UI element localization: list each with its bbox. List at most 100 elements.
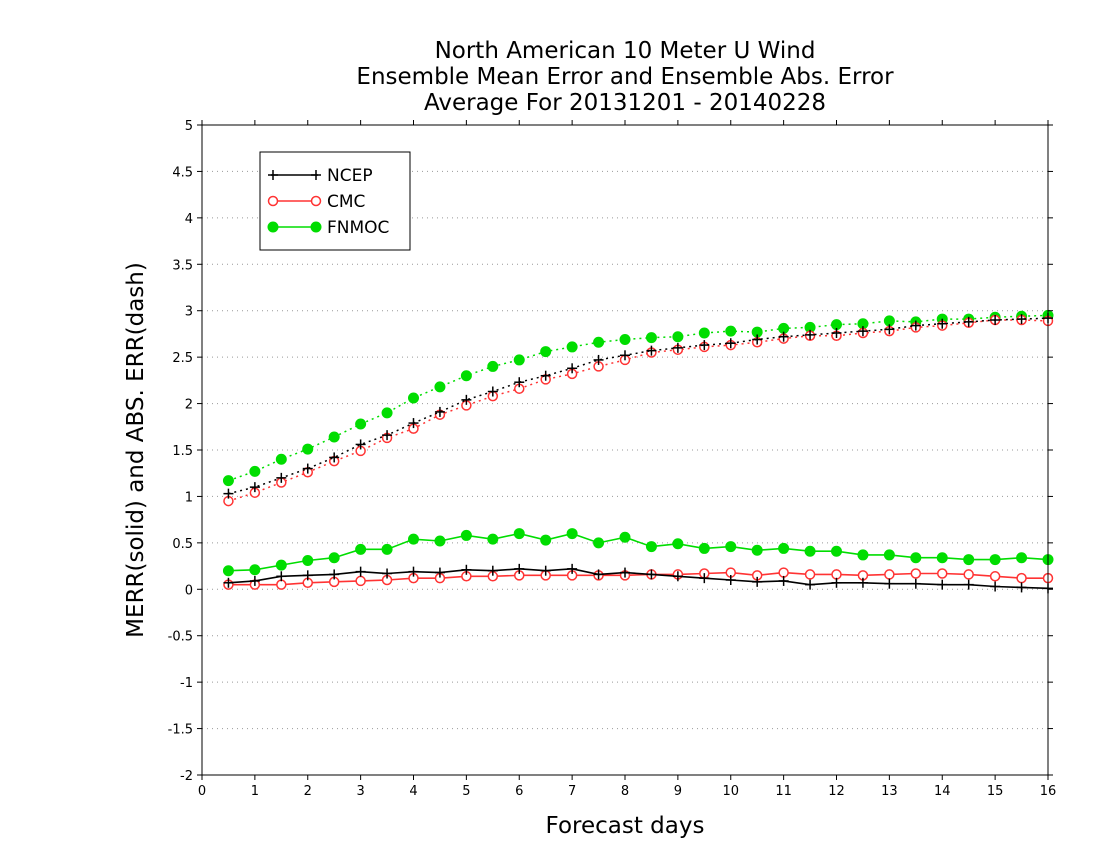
ncep-merr-point <box>514 563 525 574</box>
ncep-abs-err-point <box>382 430 393 441</box>
fnmoc-abs-err-point <box>460 370 472 382</box>
cmc-merr-point <box>963 569 974 580</box>
x-tick-label: 2 <box>304 784 312 799</box>
ncep-abs-err-point <box>620 350 630 361</box>
x-tick-label: 0 <box>198 784 206 799</box>
ncep-merr-point <box>752 576 763 587</box>
grid-lines <box>202 170 1048 730</box>
ncep-merr-point <box>461 564 472 575</box>
cmc-merr-series <box>223 567 1054 590</box>
ncep-merr-point <box>382 568 393 579</box>
ncep-abs-err-point <box>672 342 683 353</box>
ncep-abs-err-point <box>514 377 525 388</box>
x-axis-label: Forecast days <box>546 813 705 839</box>
fnmoc-merr-series <box>222 528 1054 577</box>
fnmoc-abs-err-point <box>434 381 446 393</box>
fnmoc-merr-point <box>302 555 314 566</box>
fnmoc-merr-point <box>593 537 605 549</box>
cmc-merr-point <box>937 568 948 579</box>
fnmoc-merr-point <box>936 552 948 564</box>
fnmoc-merr-point <box>222 565 234 577</box>
ncep-abs-err-point <box>540 370 551 381</box>
ncep-abs-err-point <box>276 472 287 483</box>
y-tick-label: 2 <box>185 398 193 413</box>
legend-label-cmc: CMC <box>327 192 365 212</box>
ncep-merr-point <box>487 565 498 576</box>
fnmoc-merr-point <box>408 533 419 545</box>
y-tick-label: 3.5 <box>172 258 193 273</box>
fnmoc-merr-point <box>963 554 975 566</box>
fnmoc-merr-point <box>910 552 922 564</box>
x-tick-label: 4 <box>409 784 417 799</box>
ncep-merr-point <box>355 566 366 577</box>
legend-entry-fnmoc: FNMOC <box>267 218 389 238</box>
ncep-merr-point <box>805 579 816 590</box>
ncep-merr-point <box>884 578 895 589</box>
ncep-abs-err-point <box>223 488 234 499</box>
x-tick-label: 16 <box>1040 784 1057 799</box>
ncep-merr-point <box>699 573 710 584</box>
ncep-merr-point <box>223 577 234 588</box>
fnmoc-abs-err-point <box>513 354 525 366</box>
cmc-merr-point <box>1016 572 1027 584</box>
legend-marker-end <box>311 170 321 180</box>
ncep-merr-point <box>540 565 551 576</box>
ncep-abs-err-point <box>857 326 868 337</box>
y-tick-label: 3 <box>185 305 193 320</box>
ncep-abs-err-point <box>355 439 366 450</box>
cmc-merr-point <box>804 569 816 580</box>
x-tick-label: 11 <box>775 784 792 799</box>
cmc-merr-point <box>276 579 287 590</box>
cmc-abs-err-series <box>223 314 1054 507</box>
ncep-abs-err-point <box>249 482 260 493</box>
fnmoc-merr-point <box>434 535 446 547</box>
x-tick-label: 15 <box>987 784 1004 799</box>
legend-marker-start <box>268 170 278 180</box>
ncep-merr-point <box>329 569 340 580</box>
cmc-merr-point <box>989 571 1001 582</box>
ncep-abs-err-point <box>778 331 789 342</box>
ncep-abs-err-point <box>752 334 763 345</box>
fnmoc-merr-point <box>804 545 816 557</box>
fnmoc-abs-err-point <box>672 331 684 343</box>
fnmoc-merr-point <box>883 549 895 561</box>
fnmoc-abs-err-point <box>593 336 605 348</box>
ncep-abs-err-point <box>1016 314 1027 325</box>
ncep-abs-err-point <box>831 328 842 338</box>
fnmoc-abs-err-point <box>355 418 367 430</box>
cmc-abs-err-line <box>228 319 1049 502</box>
cmc-merr-point <box>355 575 366 587</box>
fnmoc-abs-err-point <box>328 431 340 443</box>
ncep-merr-point <box>857 577 868 588</box>
cmc-merr-line <box>228 571 1048 586</box>
legend-entries: NCEP CMC FNMOC <box>267 166 389 238</box>
ncep-abs-err-point <box>408 418 419 429</box>
ncep-abs-err-point <box>725 338 736 349</box>
x-tick-label: 5 <box>462 784 470 799</box>
ncep-abs-err-point <box>937 318 948 329</box>
ncep-abs-err-point <box>461 394 472 405</box>
fnmoc-merr-point <box>619 531 631 543</box>
ncep-abs-err-series <box>223 313 1053 499</box>
axis-ticks: -2-1.5-1-0.500.511.522.533.544.550 1 2 3 4 5 6… <box>168 119 1057 799</box>
y-tick-label: 1 <box>185 490 193 505</box>
ncep-abs-err-point <box>990 315 1001 325</box>
ncep-abs-err-point <box>434 406 445 417</box>
fnmoc-abs-err-point <box>540 346 552 358</box>
ncep-merr-point <box>302 570 313 581</box>
fnmoc-abs-err-line <box>228 314 1049 482</box>
legend-marker-start <box>267 195 279 207</box>
x-tick-label: 14 <box>934 784 951 799</box>
fnmoc-merr-point <box>249 564 261 576</box>
title-line-2: Ensemble Mean Error and Ensemble Abs. Er… <box>356 64 894 90</box>
ncep-merr-point <box>434 567 445 578</box>
ncep-merr-point <box>990 581 1001 592</box>
x-tick-label: 6 <box>515 784 523 799</box>
fnmoc-merr-point <box>1016 552 1028 564</box>
fnmoc-merr-point <box>857 549 869 561</box>
fnmoc-merr-point <box>275 559 287 571</box>
fnmoc-abs-err-point <box>302 443 314 455</box>
fnmoc-abs-err-point <box>487 360 499 372</box>
ncep-merr-line <box>228 568 1049 590</box>
